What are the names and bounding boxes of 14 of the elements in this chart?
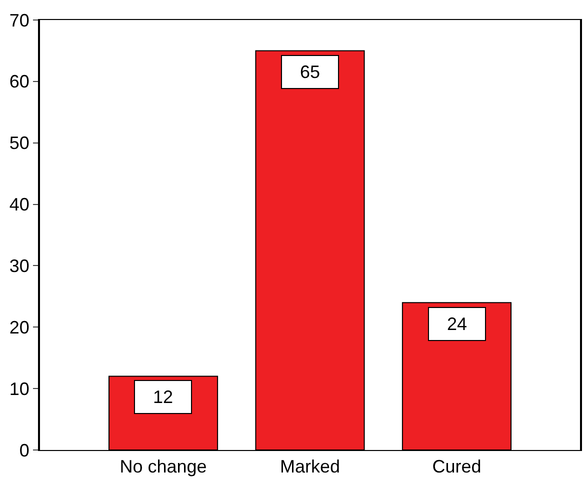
y-tick-label: 60 (9, 72, 30, 92)
y-tick-label: 70 (9, 10, 30, 30)
data-label: 24 (446, 314, 468, 334)
y-tick-label: 40 (9, 194, 30, 215)
x-tick-label: Marked (280, 456, 340, 477)
y-tick-label: 50 (9, 133, 30, 154)
y-tick-label: 10 (9, 378, 30, 399)
x-tick-label: No change (120, 456, 207, 477)
y-tick-label: 30 (9, 256, 30, 276)
y-tick-label: 0 (19, 440, 30, 460)
x-tick-label: Cured (432, 456, 482, 477)
y-tick-label: 20 (9, 317, 30, 338)
data-label: 12 (152, 387, 174, 407)
data-label: 65 (300, 62, 320, 82)
